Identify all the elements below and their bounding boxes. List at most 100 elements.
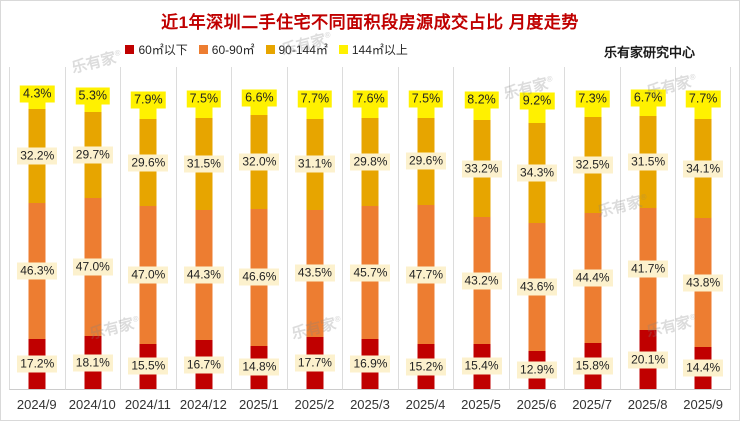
value-label: 44.4% [572, 269, 613, 287]
bar-column: 7.3% 32.5% 44.4% 15.8% 2025/7 [564, 67, 620, 419]
x-axis-label: 2025/9 [683, 397, 724, 412]
legend-item: 60㎡以下 [125, 41, 188, 58]
legend-swatch-icon [265, 45, 275, 54]
value-label: 17.2% [17, 355, 58, 373]
value-label: 46.3% [17, 262, 58, 280]
value-label: 43.5% [294, 264, 335, 282]
x-axis-label: 2025/6 [516, 397, 557, 412]
stacked-bar [361, 96, 379, 389]
bar-column: 7.5% 31.5% 44.3% 16.7% 2024/12 [175, 67, 232, 419]
value-label: 31.5% [183, 155, 224, 173]
value-label: 33.2% [461, 160, 502, 178]
value-label: 6.6% [242, 89, 277, 107]
plot-cell: 4.3% 32.2% 46.3% 17.2% [9, 67, 65, 390]
bar-column: 7.5% 29.6% 47.7% 15.2% 2025/4 [397, 67, 454, 419]
stacked-bar [417, 96, 435, 389]
plot-cell: 5.3% 29.7% 47.0% 18.1% [64, 67, 121, 390]
value-label: 29.6% [405, 152, 446, 170]
bar-column: 6.7% 31.5% 41.7% 20.1% 2025/8 [619, 67, 676, 419]
value-label: 18.1% [72, 354, 113, 372]
value-label: 8.2% [464, 91, 499, 109]
value-label: 15.5% [128, 357, 169, 375]
plot-cell: 7.9% 29.6% 47.0% 15.5% [120, 67, 176, 390]
value-label: 32.2% [17, 147, 58, 165]
x-axis-label: 2024/11 [124, 397, 171, 412]
x-axis-label: 2025/2 [294, 397, 335, 412]
legend-label: 60-90㎡ [211, 43, 255, 57]
value-label: 6.7% [630, 89, 666, 107]
value-label: 44.3% [183, 266, 224, 284]
plot-cell: 7.7% 34.1% 43.8% 14.4% [675, 67, 731, 390]
x-axis-label: 2025/5 [461, 397, 501, 412]
plot-cell: 8.2% 33.2% 43.2% 15.4% [453, 67, 509, 390]
value-label: 32.0% [239, 153, 280, 171]
value-label: 16.9% [350, 355, 391, 373]
value-label: 29.7% [72, 146, 113, 164]
bar-column: 9.2% 34.3% 43.6% 12.9% 2025/6 [508, 67, 565, 419]
plot-cell: 9.2% 34.3% 43.6% 12.9% [508, 67, 565, 390]
stacked-bar [250, 96, 268, 389]
stacked-bar [139, 96, 157, 389]
value-label: 7.5% [186, 90, 222, 108]
bar-column: 7.6% 29.8% 45.7% 16.9% 2025/3 [342, 67, 398, 419]
value-label: 43.6% [517, 278, 558, 296]
stacked-bar [195, 96, 213, 389]
stacked-bar [306, 96, 324, 389]
value-label: 7.7% [685, 90, 721, 108]
stacked-bar [528, 96, 546, 389]
plot-cell: 7.5% 29.6% 47.7% 15.2% [397, 67, 454, 390]
bar-column: 7.7% 31.1% 43.5% 17.7% 2025/2 [286, 67, 343, 419]
stacked-bar [694, 96, 712, 389]
value-label: 15.8% [572, 357, 613, 375]
legend-swatch-icon [125, 45, 135, 54]
chart-title: 近1年深圳二手住宅不同面积段房源成交占比 月度走势 [161, 13, 579, 32]
bar-column: 7.9% 29.6% 47.0% 15.5% 2024/11 [120, 67, 176, 419]
stacked-bar [473, 96, 491, 389]
x-axis-label: 2024/12 [179, 397, 227, 412]
value-label: 34.3% [517, 164, 558, 182]
legend-item: 90-144㎡ [265, 41, 328, 58]
bar-column: 5.3% 29.7% 47.0% 18.1% 2024/10 [64, 67, 121, 419]
bar-column: 7.7% 34.1% 43.8% 14.4% 2025/9 [675, 67, 731, 419]
plot-cell: 6.7% 31.5% 41.7% 20.1% [619, 67, 676, 390]
value-label: 7.7% [297, 90, 333, 108]
source-label: 乐有家研究中心 [603, 45, 695, 60]
value-label: 31.5% [628, 153, 669, 171]
value-label: 15.4% [461, 357, 502, 375]
value-label: 45.7% [350, 264, 391, 282]
value-label: 43.8% [683, 274, 724, 292]
value-label: 32.5% [572, 156, 613, 174]
value-label: 29.8% [350, 153, 391, 171]
value-label: 47.0% [72, 258, 113, 276]
value-label: 47.0% [128, 266, 169, 284]
x-axis-label: 2025/1 [239, 397, 279, 412]
stacked-bar [584, 96, 602, 389]
value-label: 14.8% [239, 358, 280, 376]
x-axis-label: 2024/9 [16, 397, 57, 412]
value-label: 12.9% [517, 361, 558, 379]
value-label: 29.6% [128, 154, 169, 171]
value-label: 15.2% [405, 358, 446, 376]
legend-swatch-icon [198, 45, 208, 54]
value-label: 14.4% [683, 359, 724, 377]
value-label: 17.7% [294, 354, 335, 372]
value-label: 7.5% [408, 90, 444, 108]
value-label: 5.3% [75, 87, 111, 105]
plot-cell: 6.6% 32.0% 46.6% 14.8% [231, 67, 287, 390]
legend-label: 60㎡以下 [138, 43, 188, 57]
plot-cell: 7.3% 32.5% 44.4% 15.8% [564, 67, 620, 390]
value-label: 4.3% [20, 85, 55, 103]
bar-column: 4.3% 32.2% 46.3% 17.2% 2024/9 [9, 67, 65, 419]
plot-cell: 7.7% 31.1% 43.5% 17.7% [286, 67, 343, 390]
legend-label: 144㎡以上 [351, 43, 408, 57]
value-label: 46.6% [239, 268, 280, 286]
value-label: 41.7% [628, 260, 669, 278]
value-label: 43.2% [461, 272, 502, 290]
value-label: 9.2% [519, 92, 555, 110]
value-label: 34.1% [683, 160, 724, 178]
value-label: 7.6% [353, 90, 388, 108]
plot-cell: 7.6% 29.8% 45.7% 16.9% [342, 67, 398, 390]
legend-label: 90-144㎡ [278, 43, 328, 57]
bar-column: 8.2% 33.2% 43.2% 15.4% 2025/5 [453, 67, 509, 419]
